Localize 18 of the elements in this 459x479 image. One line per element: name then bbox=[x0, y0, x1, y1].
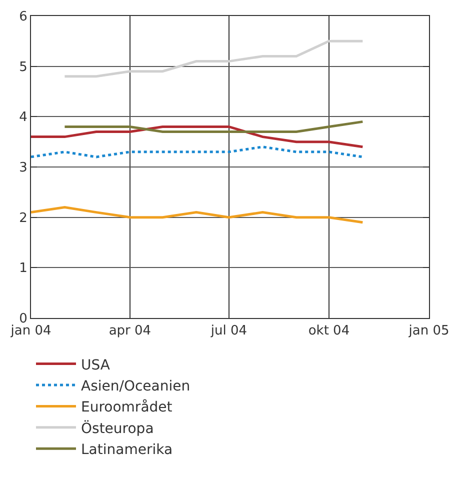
legend-label: Asien/Oceanien bbox=[81, 378, 190, 394]
legend-label: Euroområdet bbox=[81, 398, 173, 416]
x-tick-label: jan 05 bbox=[408, 324, 450, 339]
y-tick-label: 4 bbox=[19, 110, 28, 126]
y-tick-label: 2 bbox=[19, 210, 28, 226]
y-tick-label: 6 bbox=[19, 10, 28, 25]
legend-label: Latinamerika bbox=[81, 442, 173, 458]
y-tick-label: 3 bbox=[19, 160, 28, 176]
y-tick-label: 1 bbox=[19, 261, 28, 276]
x-tick-label: jul 04 bbox=[210, 324, 247, 339]
x-tick-label: apr 04 bbox=[108, 324, 152, 339]
legend-label: USA bbox=[81, 357, 110, 374]
line-series bbox=[31, 206, 364, 224]
y-tick-label: 5 bbox=[19, 60, 28, 75]
line-series bbox=[63, 40, 364, 78]
legend-label: Östeuropa bbox=[81, 420, 154, 437]
line-series bbox=[31, 125, 364, 148]
x-tick-label: okt 04 bbox=[308, 324, 350, 339]
